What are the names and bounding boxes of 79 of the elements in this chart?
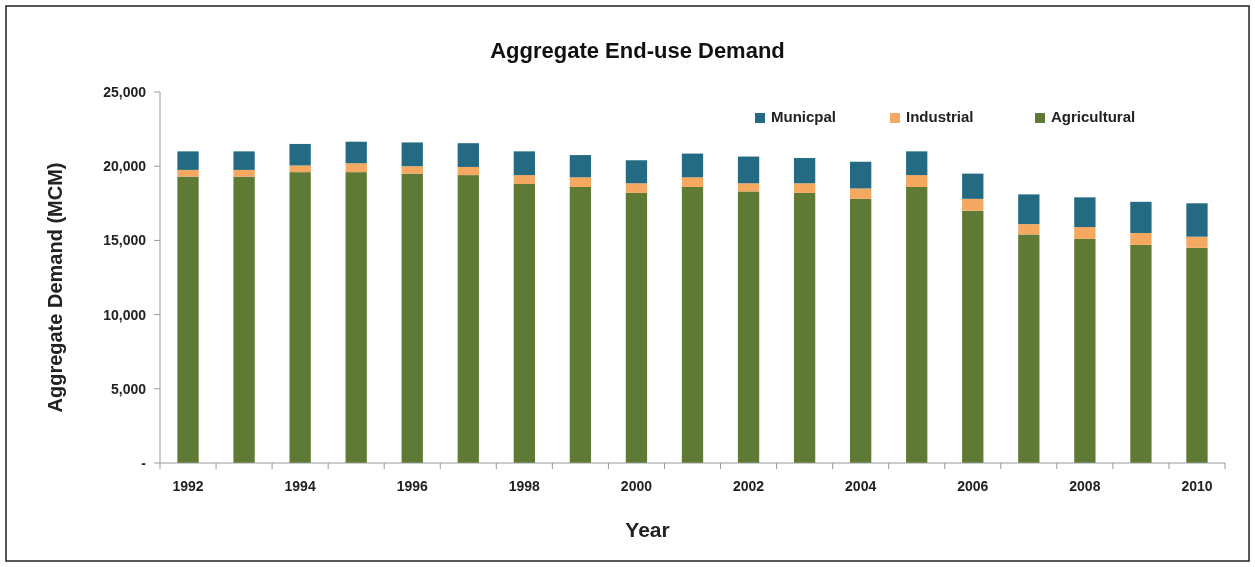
bar [289, 165, 311, 173]
bar [681, 153, 704, 178]
x-tick-label: 1998 [508, 478, 541, 494]
bar [233, 176, 255, 463]
bar [1074, 227, 1096, 239]
bar [345, 163, 367, 173]
bar [569, 177, 592, 187]
bar [345, 141, 367, 164]
bar [962, 198, 984, 211]
bar [1186, 203, 1208, 237]
bar [457, 143, 479, 167]
chart-title: Aggregate End-use Demand [490, 38, 785, 63]
bar [625, 192, 648, 463]
x-tick-label: 1996 [396, 478, 429, 494]
bar [569, 155, 592, 178]
x-tick-label: 2002 [732, 478, 765, 494]
bar [681, 186, 704, 463]
bar [1130, 244, 1152, 463]
legend-label: Municpal [771, 108, 837, 125]
bar [345, 172, 367, 463]
bar [793, 192, 816, 463]
y-tick-label: 10,000 [103, 306, 147, 323]
bar [513, 184, 535, 463]
y-axis-title: Aggregate Demand (MCM) [44, 162, 66, 413]
y-tick-label: - [141, 454, 147, 471]
bar [793, 183, 816, 193]
bar [401, 166, 423, 174]
bar [177, 176, 199, 463]
x-tick-label: 2000 [620, 478, 653, 494]
bar [906, 151, 928, 176]
bar [1018, 224, 1040, 235]
x-tick-label: 2008 [1069, 478, 1101, 494]
bar [1130, 232, 1152, 245]
bar [850, 198, 872, 463]
y-tick-label: 15,000 [103, 232, 147, 249]
bar [1074, 197, 1096, 228]
bar [850, 161, 872, 189]
bar [233, 169, 255, 177]
bar [177, 169, 199, 177]
bar [1074, 238, 1096, 463]
bar [793, 158, 816, 184]
x-tick-label: 1992 [172, 478, 204, 494]
legend-label: Agricultural [1051, 108, 1136, 125]
bar [1186, 236, 1208, 248]
bar [289, 143, 311, 166]
bar [177, 151, 199, 170]
bar [906, 186, 928, 463]
bar [962, 210, 984, 463]
bar [513, 151, 535, 176]
x-tick-label: 2004 [845, 478, 877, 494]
bar [233, 151, 255, 170]
bar [1130, 201, 1152, 233]
x-tick-label: 2006 [957, 478, 989, 494]
bar [569, 186, 592, 463]
bar [681, 177, 704, 187]
x-axis-title: Year [625, 518, 670, 541]
bar [962, 173, 984, 199]
x-tick-label: 2010 [1181, 478, 1213, 494]
bar [737, 191, 760, 463]
bar [1186, 247, 1208, 463]
y-tick-label: 20,000 [103, 158, 147, 175]
legend-label: Industrial [906, 108, 974, 125]
bar [513, 175, 535, 185]
bar [625, 183, 648, 193]
bar [289, 172, 311, 463]
bar [457, 166, 479, 176]
bar [625, 160, 648, 184]
y-tick-label: 25,000 [103, 83, 147, 100]
x-tick-label: 1994 [284, 478, 316, 494]
bar [401, 142, 423, 167]
bar [457, 175, 479, 463]
bar [850, 188, 872, 199]
bar [401, 173, 423, 463]
y-tick-label: 5,000 [110, 380, 147, 397]
bar [1018, 234, 1040, 463]
bar [1018, 194, 1040, 225]
bar [737, 156, 760, 184]
bar [906, 175, 928, 187]
bar [737, 183, 760, 192]
